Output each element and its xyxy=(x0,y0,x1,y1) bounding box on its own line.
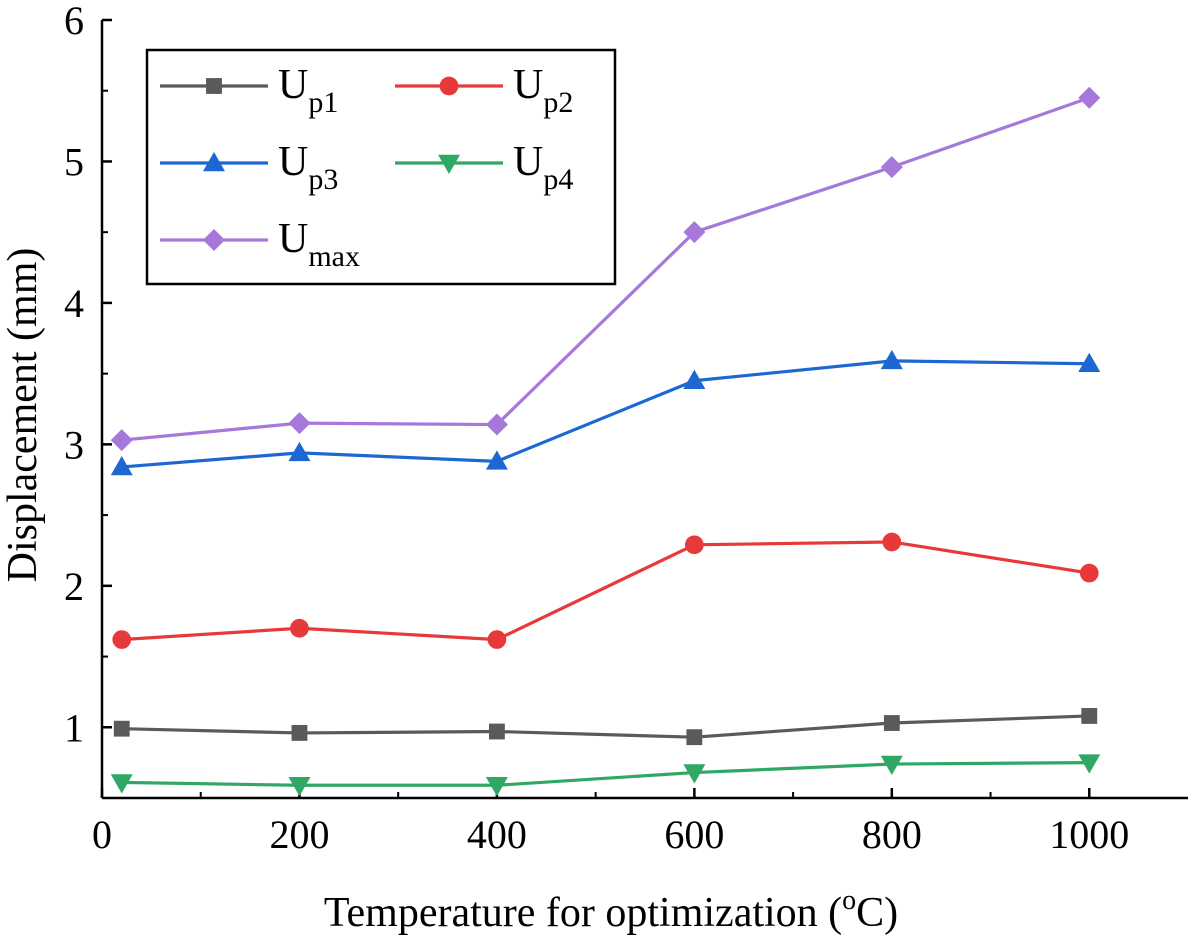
data-point-p1 xyxy=(291,725,308,741)
legend-label-main: U xyxy=(278,62,308,108)
y-tick-label: 2 xyxy=(64,564,84,609)
legend-marker xyxy=(203,152,225,172)
y-axis-title: Displacement (mm) xyxy=(0,248,46,583)
series-max xyxy=(110,86,1101,452)
data-point-p1 xyxy=(1081,708,1098,724)
y-tick-label: 1 xyxy=(64,705,84,750)
series-line-max xyxy=(121,96,1090,442)
x-ticks: 0 200 400 600 800 1000 xyxy=(92,788,1129,857)
data-point-p2 xyxy=(685,535,704,555)
legend-marker xyxy=(438,154,460,174)
data-point-p3 xyxy=(880,349,903,370)
series-p3 xyxy=(110,349,1101,476)
legend-label: Up4 xyxy=(513,139,573,196)
data-point-p3 xyxy=(485,450,508,470)
legend-label-sub: p1 xyxy=(308,86,338,119)
x-tick-label: 1000 xyxy=(1049,812,1129,857)
legend-marker xyxy=(203,229,225,251)
x-axis-title-text: Temperature for optimization ( xyxy=(324,890,842,936)
legend-label-main: U xyxy=(513,139,543,185)
data-point-max xyxy=(110,429,133,452)
legend-label: Umax xyxy=(278,216,360,273)
data-point-p3 xyxy=(1078,352,1101,372)
data-point-max xyxy=(683,221,706,244)
data-point-max xyxy=(1078,86,1101,109)
legend-label: Up1 xyxy=(278,62,338,119)
data-point-p1 xyxy=(113,720,130,737)
data-point-p3 xyxy=(683,369,706,389)
data-point-max xyxy=(880,156,903,179)
data-point-p2 xyxy=(112,630,132,649)
data-point-p4 xyxy=(485,777,508,797)
legend-marker xyxy=(206,78,222,94)
series-line-p3 xyxy=(121,359,1090,469)
y-tick-label: 4 xyxy=(64,281,84,326)
data-point-max xyxy=(288,412,311,435)
series-line-p1 xyxy=(121,714,1090,739)
data-point-p3 xyxy=(110,455,133,476)
x-tick-label: 400 xyxy=(467,812,527,857)
legend-label: Up2 xyxy=(513,62,573,119)
y-tick-label: 5 xyxy=(64,139,84,184)
legend-label-sub: p3 xyxy=(308,163,338,196)
legend-item-p3: Up3 xyxy=(160,139,338,196)
legend-box xyxy=(145,48,617,286)
data-point-p2 xyxy=(1079,563,1099,583)
series-p1 xyxy=(113,708,1098,746)
legend-marker xyxy=(439,76,459,96)
series-layer xyxy=(110,86,1101,797)
legend-label-sub: p2 xyxy=(543,86,573,119)
legend-label: Up3 xyxy=(278,139,338,196)
series-p4 xyxy=(110,754,1101,797)
data-point-p2 xyxy=(882,532,902,552)
x-axis-title-unit: C) xyxy=(856,890,898,936)
series-p2 xyxy=(112,532,1099,649)
series-line-p4 xyxy=(121,761,1090,787)
legend-item-max: Umax xyxy=(160,216,360,273)
data-point-p1 xyxy=(686,729,703,746)
legend-label-sub: p4 xyxy=(543,163,573,196)
data-point-p4 xyxy=(110,774,133,794)
legend-label-main: U xyxy=(278,216,308,262)
legend-item-p4: Up4 xyxy=(395,139,573,196)
y-tick-label: 3 xyxy=(64,422,84,467)
x-tick-label: 800 xyxy=(862,812,922,857)
legend-label-sub: max xyxy=(308,240,360,273)
x-axis-title: Temperature for optimization (oC) xyxy=(324,885,898,936)
data-point-max xyxy=(485,413,508,436)
data-point-p4 xyxy=(880,755,903,776)
data-point-p1 xyxy=(883,715,900,731)
data-point-p4 xyxy=(1078,754,1101,774)
data-point-p1 xyxy=(488,723,505,740)
x-tick-label: 600 xyxy=(664,812,724,857)
series-line-p2 xyxy=(121,540,1090,642)
legend-label-main: U xyxy=(513,62,543,108)
y-ticks: 1 2 3 4 5 6 xyxy=(64,0,112,799)
x-axis-title-super: o xyxy=(842,885,856,916)
data-point-p4 xyxy=(683,764,706,784)
legend-label-main: U xyxy=(278,139,308,185)
plot-frame xyxy=(100,20,1188,800)
data-point-p3 xyxy=(288,441,311,462)
data-point-p4 xyxy=(288,777,311,797)
y-tick-label: 6 xyxy=(64,0,84,43)
legend-item-p1: Up1 xyxy=(160,62,338,119)
x-tick-label: 200 xyxy=(269,812,329,857)
x-tick-label: 0 xyxy=(92,812,112,857)
legend-item-p2: Up2 xyxy=(395,62,573,119)
data-point-p2 xyxy=(290,618,309,638)
data-point-p2 xyxy=(487,630,507,649)
